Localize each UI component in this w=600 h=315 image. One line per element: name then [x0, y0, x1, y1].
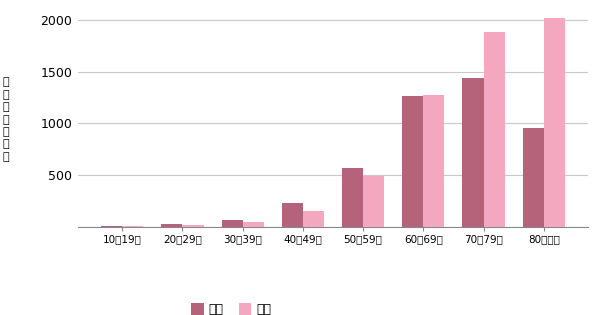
Text: 単
位
：
（
千
人
）: 単 位 ： （ 千 人 ）	[2, 77, 10, 162]
Bar	[402, 96, 424, 227]
Legend: 男性, 女性: 男性, 女性	[186, 298, 276, 315]
Bar	[282, 203, 303, 227]
Bar	[221, 220, 242, 227]
Bar	[463, 78, 484, 227]
Bar	[544, 18, 565, 227]
Bar	[122, 226, 143, 227]
Bar	[303, 211, 324, 227]
Bar	[523, 129, 544, 227]
Bar	[484, 32, 505, 227]
Bar	[161, 224, 182, 227]
Bar	[101, 226, 122, 227]
Bar	[342, 168, 363, 227]
Bar	[363, 176, 384, 227]
Bar	[182, 225, 203, 227]
Bar	[242, 222, 264, 227]
Bar	[424, 95, 445, 227]
